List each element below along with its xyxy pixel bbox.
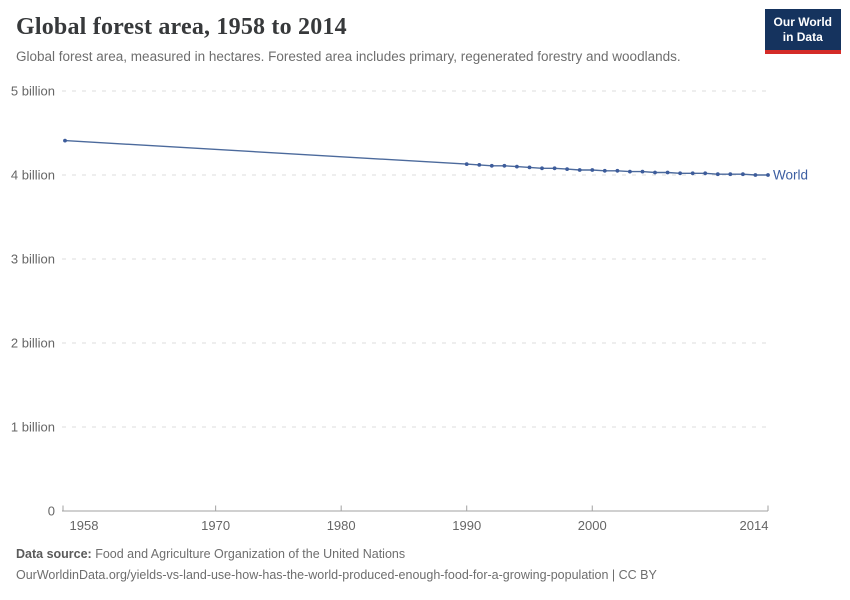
data-source-row: Data source: Food and Agriculture Organi…	[16, 547, 836, 561]
data-source-value: Food and Agriculture Organization of the…	[91, 547, 406, 561]
data-point-marker[interactable]	[653, 170, 657, 175]
data-point-marker[interactable]	[502, 163, 507, 168]
y-tick-label: 2 billion	[11, 336, 55, 351]
x-tick-label: 1970	[201, 518, 230, 533]
data-point-marker[interactable]	[715, 172, 720, 177]
owid-url-link[interactable]: OurWorldinData.org/yields-vs-land-use-ho…	[16, 568, 609, 582]
data-point-marker[interactable]	[577, 168, 582, 172]
data-point-marker[interactable]	[690, 171, 695, 176]
x-tick-label: 1980	[327, 518, 356, 533]
data-point-marker[interactable]	[728, 172, 733, 177]
chart-footer: Data source: Food and Agriculture Organi…	[16, 547, 836, 582]
x-tick-label: 2000	[578, 518, 607, 533]
x-tick-label: 2014	[740, 518, 769, 533]
data-point-marker[interactable]	[540, 166, 544, 171]
data-point-marker[interactable]	[753, 173, 758, 177]
citation-row: OurWorldinData.org/yields-vs-land-use-ho…	[16, 568, 836, 582]
series-label-world[interactable]: World	[773, 168, 808, 183]
data-point-marker[interactable]	[741, 172, 745, 177]
data-point-marker[interactable]	[615, 168, 620, 173]
y-tick-label: 3 billion	[11, 252, 55, 267]
data-point-marker[interactable]	[766, 173, 770, 177]
chart-header: Global forest area, 1958 to 2014 Global …	[16, 14, 756, 64]
data-point-marker[interactable]	[665, 170, 670, 175]
data-point-marker[interactable]	[477, 163, 482, 167]
series-line-world	[64, 139, 768, 176]
data-point-marker[interactable]	[527, 165, 532, 170]
y-tick-label: 0	[48, 504, 55, 519]
x-tick-label: 1958	[70, 518, 99, 533]
data-point-marker[interactable]	[63, 138, 67, 143]
data-point-marker[interactable]	[515, 164, 519, 169]
data-point-marker[interactable]	[703, 171, 708, 176]
line-chart-canvas[interactable]: 0 1 billion 2 billion 3 billion 4 billion 5 b…	[0, 80, 850, 540]
owid-logo-line2: in Data	[782, 30, 823, 44]
data-point-marker[interactable]	[565, 167, 569, 171]
owid-logo[interactable]: Our World in Data	[764, 9, 841, 54]
data-source-label: Data source:	[16, 547, 92, 561]
x-tick-label: 1990	[452, 518, 481, 533]
page-title: Global forest area, 1958 to 2014	[16, 14, 347, 40]
data-point-marker[interactable]	[678, 171, 682, 176]
y-tick-label: 1 billion	[11, 420, 55, 435]
y-tick-label: 5 billion	[11, 84, 55, 99]
y-tick-label: 4 billion	[11, 168, 55, 183]
data-point-marker[interactable]	[552, 166, 557, 171]
data-point-marker[interactable]	[628, 169, 632, 174]
chart-area: 0 1 billion 2 billion 3 billion 4 billion 5 b…	[0, 80, 850, 540]
chart-subtitle: Global forest area, measured in hectares…	[16, 49, 681, 64]
data-point-marker[interactable]	[602, 168, 607, 173]
license-label: | CC BY	[608, 568, 657, 582]
owid-logo-line1: Our World	[773, 15, 832, 29]
data-point-marker[interactable]	[640, 169, 645, 174]
data-point-marker[interactable]	[590, 168, 595, 172]
data-point-marker[interactable]	[464, 162, 469, 166]
data-point-marker[interactable]	[489, 163, 494, 168]
